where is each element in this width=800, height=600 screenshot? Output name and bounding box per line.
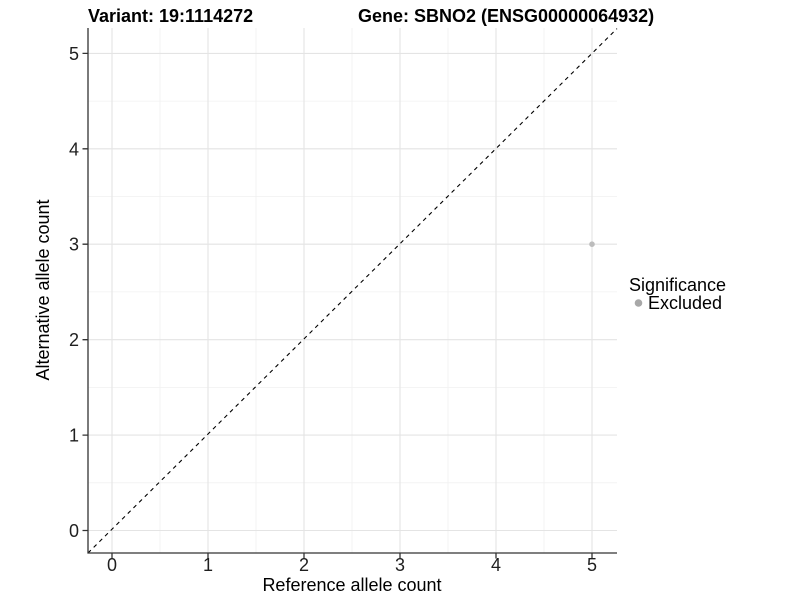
- legend-item-excluded: Excluded: [634, 293, 722, 313]
- major-gridlines-vertical: [111, 28, 593, 553]
- identity-dashed-line: [87, 28, 618, 554]
- x-axis-tick-marks: [111, 553, 593, 559]
- x-tick-2: 2: [299, 555, 309, 575]
- legend-item-label: Excluded: [648, 293, 722, 313]
- x-axis-title: Reference allele count: [262, 575, 441, 595]
- y-axis-title: Alternative allele count: [33, 199, 53, 380]
- gridlines: [88, 28, 617, 553]
- x-tick-5: 5: [587, 555, 597, 575]
- y-axis-tick-marks: [82, 52, 88, 532]
- major-gridlines-horizontal: [88, 52, 617, 532]
- y-tick-5: 5: [69, 44, 79, 64]
- x-tick-1: 1: [203, 555, 213, 575]
- x-tick-3: 3: [395, 555, 405, 575]
- plot-title-row: Variant: 19:1114272 Gene: SBNO2 (ENSG000…: [88, 6, 654, 26]
- x-tick-0: 0: [107, 555, 117, 575]
- axis-lines: [87, 28, 617, 554]
- x-tick-4: 4: [491, 555, 501, 575]
- y-tick-2: 2: [69, 330, 79, 350]
- variant-title: Variant: 19:1114272: [88, 6, 253, 26]
- y-tick-4: 4: [69, 139, 79, 159]
- legend-key-dot-icon: [634, 299, 643, 307]
- gene-title: Gene: SBNO2 (ENSG00000064932): [358, 6, 654, 26]
- minor-gridlines-horizontal: [88, 100, 617, 484]
- legend: Significance Excluded: [629, 275, 726, 313]
- y-axis-tick-labels: 0 1 2 3 4 5: [69, 44, 79, 541]
- data-point-excluded: [589, 241, 595, 247]
- minor-gridlines-vertical: [159, 28, 545, 553]
- legend-title: Significance: [629, 275, 726, 295]
- y-tick-1: 1: [69, 426, 79, 446]
- y-tick-0: 0: [69, 521, 79, 541]
- y-tick-3: 3: [69, 235, 79, 255]
- x-axis-tick-labels: 0 1 2 3 4 5: [107, 555, 597, 575]
